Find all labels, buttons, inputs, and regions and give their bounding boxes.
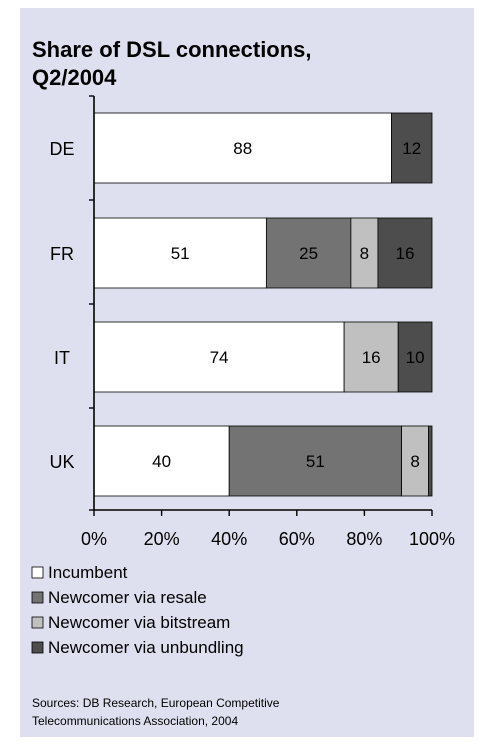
plot-area: 88 12 DE 51 25 8 16 FR 74 16 10 IT 40 51 8 UK 0% 20% 40% 60… <box>49 95 455 549</box>
data-label-uk-incumbent: 40 <box>152 452 171 471</box>
bar-fr-incumbent <box>93 217 267 289</box>
chart-title-line-1: Share of DSL connections, <box>32 37 312 62</box>
legend: Incumbent Newcomer via resale Newcomer via… <box>31 563 244 657</box>
stacked-bar-chart: Share of DSL connections, Q2/2004 88 12DE… <box>31 37 455 728</box>
chart-title-line-2: Q2/2004 <box>32 65 117 90</box>
legend-swatch-newcomer-via-bitstream <box>31 616 44 629</box>
data-label-fr-incumbent: 51 <box>171 244 190 263</box>
chart-panel: Share of DSL connections, Q2/2004 88 12 DE… <box>20 8 474 737</box>
data-label-de-incumbent: 88 <box>233 139 252 158</box>
data-label-uk-newcomer-via-resale: 51 <box>306 452 325 471</box>
x-tick-label-3: 60% <box>279 529 315 549</box>
bar-fr-newcomer-via-resale <box>265 217 352 289</box>
legend-swatch-newcomer-via-unbundling <box>31 641 44 654</box>
legend-label-newcomer-via-resale: Newcomer via resale <box>48 588 207 607</box>
source-line-1: Sources: DB Research, European Competiti… <box>32 696 280 710</box>
source-line-2: Telecommunications Association, 2004 <box>32 714 238 728</box>
x-tick-label-4: 80% <box>346 529 382 549</box>
legend-label-newcomer-via-unbundling: Newcomer via unbundling <box>48 638 244 657</box>
bar-it-newcomer-via-unbundling <box>397 321 433 393</box>
data-label-fr-newcomer-via-unbundling: 16 <box>395 244 414 263</box>
x-tick-label-0: 0% <box>81 529 107 549</box>
legend-label-newcomer-via-bitstream: Newcomer via bitstream <box>48 613 230 632</box>
data-label-uk-newcomer-via-bitstream: 8 <box>410 452 419 471</box>
data-label-de-newcomer-via-unbundling: 12 <box>402 139 421 158</box>
bar-uk-incumbent <box>93 425 230 497</box>
data-label-fr-newcomer-via-bitstream: 8 <box>360 244 369 263</box>
bar-de-newcomer-via-unbundling <box>391 112 433 184</box>
data-label-it-newcomer-via-unbundling: 10 <box>406 348 425 367</box>
bar-it-newcomer-via-bitstream <box>343 321 399 393</box>
data-label-it-incumbent: 74 <box>210 348 229 367</box>
category-label-fr: FR <box>50 244 74 264</box>
x-tick-label-2: 40% <box>211 529 247 549</box>
category-label-de: DE <box>49 139 74 159</box>
x-tick-label-5: 100% <box>409 529 455 549</box>
bar-fr-newcomer-via-unbundling <box>377 217 433 289</box>
bar-uk-newcomer-via-bitstream <box>401 425 430 497</box>
bar-de-incumbent <box>93 112 392 184</box>
category-label-uk: UK <box>49 452 74 472</box>
legend-swatch-newcomer-via-resale <box>31 591 44 604</box>
category-label-it: IT <box>54 348 70 368</box>
legend-swatch-incumbent <box>31 566 44 579</box>
bar-it-incumbent <box>93 321 345 393</box>
data-label-it-newcomer-via-bitstream: 16 <box>362 348 381 367</box>
bar-uk-newcomer-via-unbundling <box>428 425 433 497</box>
x-tick-label-1: 20% <box>144 529 180 549</box>
data-label-fr-newcomer-via-resale: 25 <box>299 244 318 263</box>
legend-label-incumbent: Incumbent <box>48 563 128 582</box>
bar-fr-newcomer-via-bitstream <box>350 217 379 289</box>
